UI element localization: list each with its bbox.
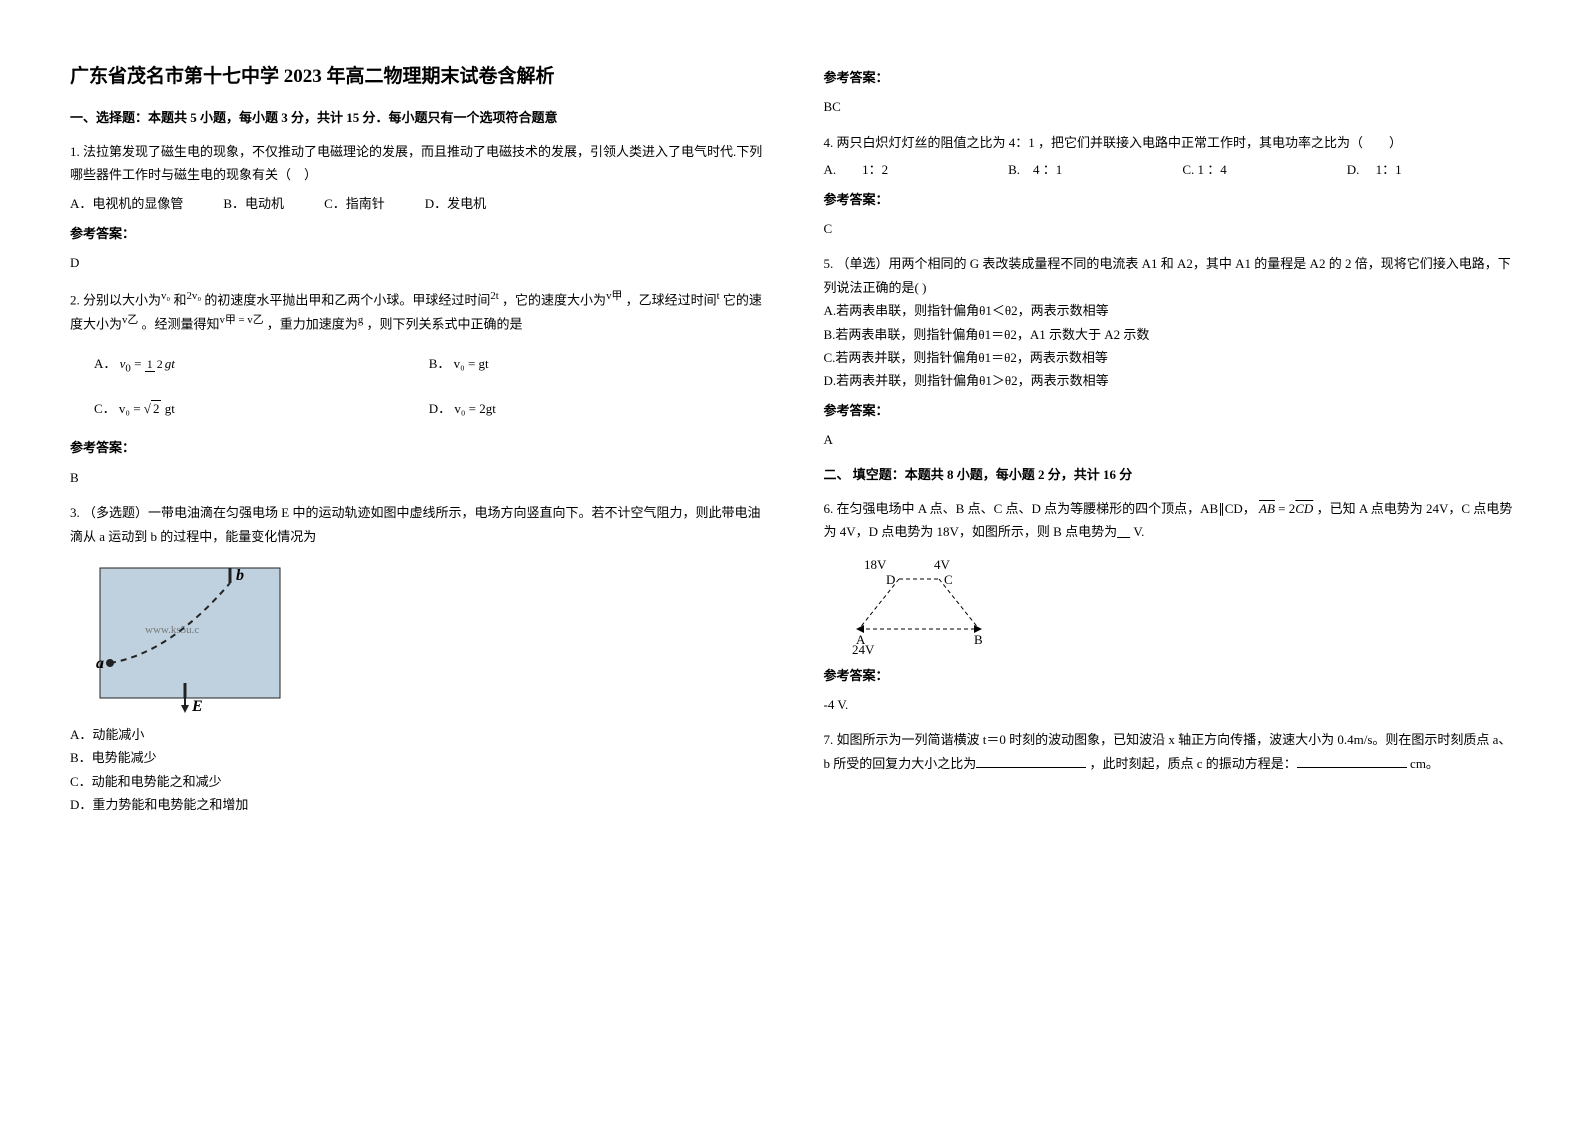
q1-opt-d: D．发电机 — [425, 192, 486, 215]
right-column: 参考答案： BC 4. 两只白炽灯灯丝的阻值之比为 4：1 ，把它们并联接入电路… — [794, 60, 1548, 1062]
q5-answer: A — [824, 428, 1518, 451]
q3-answer: BC — [824, 95, 1518, 118]
answer-label: 参考答案： — [70, 222, 764, 245]
svg-text:a: a — [96, 655, 104, 672]
svg-text:b: b — [236, 567, 244, 584]
svg-text:4V: 4V — [934, 557, 951, 572]
blank-2 — [1297, 767, 1407, 768]
svg-text:B: B — [974, 632, 983, 647]
page-title: 广东省茂名市第十七中学 2023 年高二物理期末试卷含解析 — [70, 60, 764, 94]
q4-options: A. 1：2 B. 4 ：1 C. 1 ：4 D. 1：1 — [824, 158, 1518, 181]
q4-opt-b: B. 4 ：1 — [1008, 158, 1062, 181]
q3-stem: 3. （多选题）一带电油滴在匀强电场 E 中的运动轨迹如图中虚线所示，电场方向竖… — [70, 501, 764, 548]
q1-opt-c: C．指南针 — [324, 192, 385, 215]
q5-opt-d: D.若两表并联，则指针偏角θ1＞θ2，两表示数相等 — [824, 369, 1518, 392]
answer-label: 参考答案： — [824, 399, 1518, 422]
q5-stem: 5. （单选）用两个相同的 G 表改装成量程不同的电流表 A1 和 A2，其中 … — [824, 252, 1518, 299]
section2-heading: 二、 填空题：本题共 8 小题，每小题 2 分，共计 16 分 — [824, 463, 1518, 486]
q1-answer: D — [70, 251, 764, 274]
svg-text:www.ks5u.c: www.ks5u.c — [145, 624, 199, 636]
q2-options: A． v0 = 12gt B． v₀ = gt C． v₀ = √2 gt D．… — [94, 352, 764, 420]
q6-answer: -4 V. — [824, 693, 1518, 716]
q3-svg: www.ks5u.c a b E — [90, 558, 300, 713]
q6-svg: 18V 4V D C A B 24V — [844, 554, 1014, 654]
q3-opt-d: D．重力势能和电势能之和增加 — [70, 793, 764, 816]
q1-stem: 1. 法拉第发现了磁生电的现象，不仅推动了电磁理论的发展，而且推动了电磁技术的发… — [70, 140, 764, 187]
q4-opt-d: D. 1：1 — [1347, 158, 1402, 181]
blank-1 — [976, 767, 1086, 768]
q6-figure: 18V 4V D C A B 24V — [844, 554, 1518, 654]
question-6: 6. 在匀强电场中 A 点、B 点、C 点、D 点为等腰梯形的四个顶点，AB∥C… — [824, 497, 1518, 717]
q4-opt-a: A. 1：2 — [824, 158, 889, 181]
left-column: 广东省茂名市第十七中学 2023 年高二物理期末试卷含解析 一、选择题：本题共 … — [40, 60, 794, 1062]
q2-opt-c: C． v₀ = √2 gt — [94, 397, 429, 420]
q2-opt-a: A． v0 = 12gt — [94, 352, 429, 379]
q2-stem: 2. 分别以大小为v₀ 和2v₀ 的初速度水平抛出甲和乙两个小球。甲球经过时间2… — [70, 287, 764, 336]
answer-label: 参考答案： — [70, 436, 764, 459]
q2-answer: B — [70, 466, 764, 489]
q4-stem: 4. 两只白炽灯灯丝的阻值之比为 4：1 ，把它们并联接入电路中正常工作时，其电… — [824, 131, 1518, 154]
question-3: 3. （多选题）一带电油滴在匀强电场 E 中的运动轨迹如图中虚线所示，电场方向竖… — [70, 501, 764, 816]
answer-label: 参考答案： — [824, 188, 1518, 211]
question-7: 7. 如图所示为一列简谐横波 t＝0 时刻的波动图象，已知波沿 x 轴正方向传播… — [824, 728, 1518, 775]
q1-opt-a: A．电视机的显像管 — [70, 192, 183, 215]
q4-answer: C — [824, 217, 1518, 240]
q2-opt-b: B． v₀ = gt — [429, 352, 764, 379]
question-5: 5. （单选）用两个相同的 G 表改装成量程不同的电流表 A1 和 A2，其中 … — [824, 252, 1518, 451]
q3-opt-b: B．电势能减少 — [70, 746, 764, 769]
question-2: 2. 分别以大小为v₀ 和2v₀ 的初速度水平抛出甲和乙两个小球。甲球经过时间2… — [70, 287, 764, 490]
svg-text:C: C — [944, 572, 953, 587]
answer-label: 参考答案： — [824, 66, 1518, 89]
q3-opt-a: A．动能减小 — [70, 723, 764, 746]
answer-label: 参考答案： — [824, 664, 1518, 687]
q5-opt-c: C.若两表并联，则指针偏角θ1＝θ2，两表示数相等 — [824, 346, 1518, 369]
q5-opt-b: B.若两表串联，则指针偏角θ1＝θ2，A1 示数大于 A2 示数 — [824, 323, 1518, 346]
q5-opt-a: A.若两表串联，则指针偏角θ1＜θ2，两表示数相等 — [824, 299, 1518, 322]
q3-figure: www.ks5u.c a b E — [90, 558, 764, 713]
svg-text:24V: 24V — [852, 642, 875, 654]
question-1: 1. 法拉第发现了磁生电的现象，不仅推动了电磁理论的发展，而且推动了电磁技术的发… — [70, 140, 764, 275]
question-4: 4. 两只白炽灯灯丝的阻值之比为 4：1 ，把它们并联接入电路中正常工作时，其电… — [824, 131, 1518, 241]
q2-opt-d: D． v₀ = 2gt — [429, 397, 764, 420]
q3-opt-c: C．动能和电势能之和减少 — [70, 770, 764, 793]
q4-opt-c: C. 1 ：4 — [1182, 158, 1226, 181]
q6-stem: 6. 在匀强电场中 A 点、B 点、C 点、D 点为等腰梯形的四个顶点，AB∥C… — [824, 497, 1518, 544]
svg-text:E: E — [191, 698, 203, 713]
section1-heading: 一、选择题：本题共 5 小题，每小题 3 分，共计 15 分．每小题只有一个选项… — [70, 106, 764, 129]
svg-text:18V: 18V — [864, 557, 887, 572]
q1-opt-b: B．电动机 — [223, 192, 284, 215]
q1-options: A．电视机的显像管 B．电动机 C．指南针 D．发电机 — [70, 192, 764, 215]
